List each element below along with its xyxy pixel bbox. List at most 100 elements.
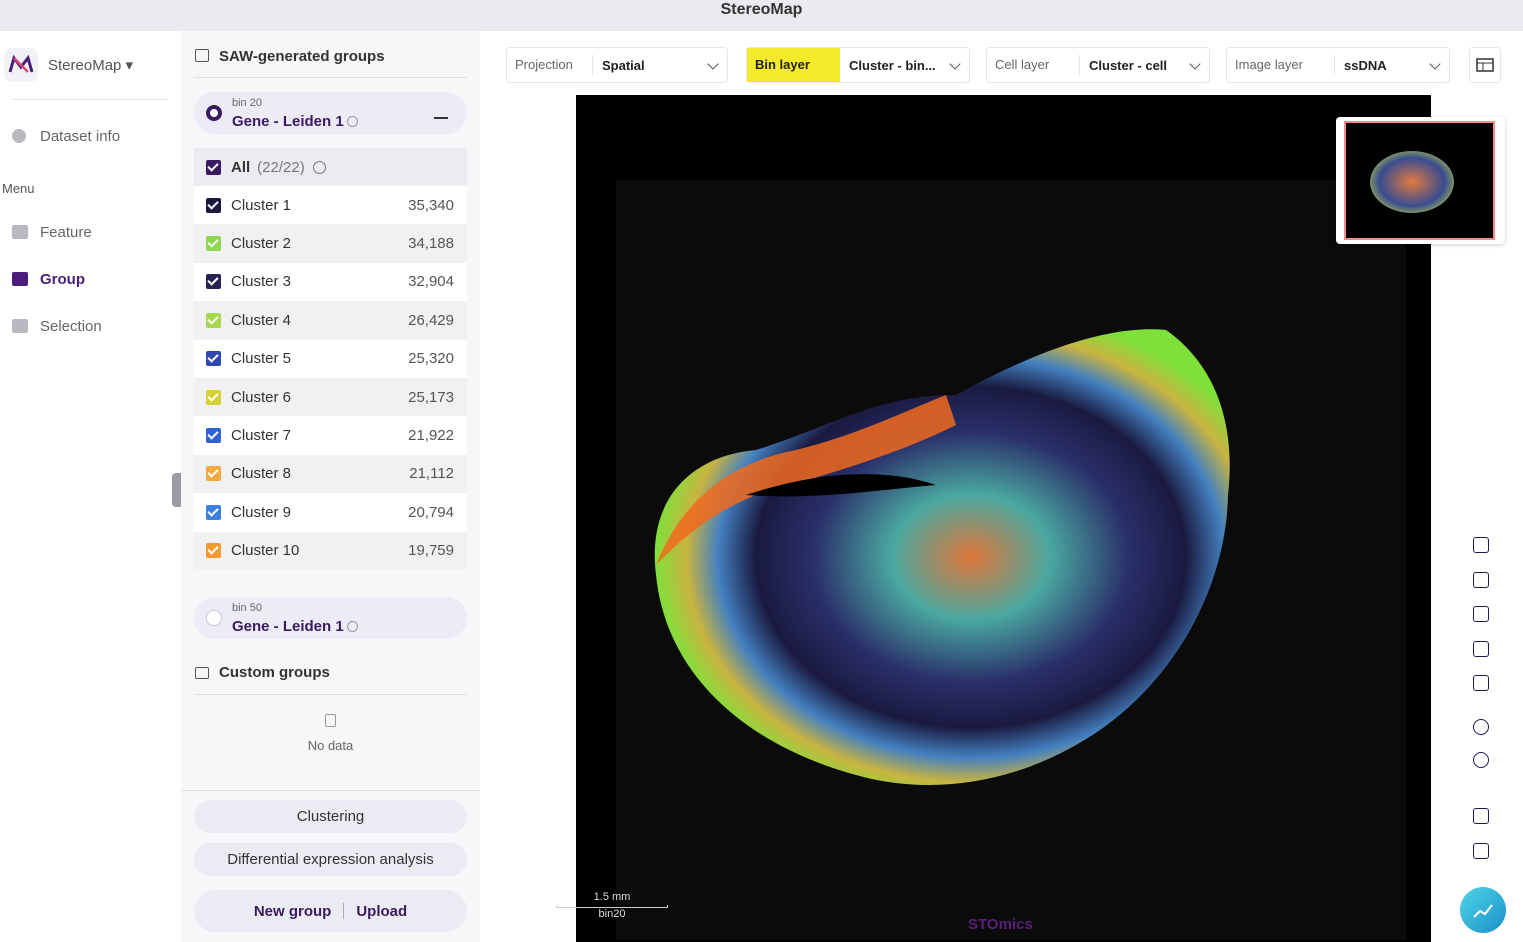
- cluster-row[interactable]: Cluster 6 25,173: [194, 378, 467, 417]
- tool-icon: [1473, 719, 1489, 735]
- app-name[interactable]: StereoMap ▾: [48, 57, 134, 74]
- cluster-row[interactable]: Cluster 3 32,904: [194, 262, 467, 302]
- tool-button[interactable]: [1466, 668, 1496, 698]
- checkbox[interactable]: [206, 197, 221, 213]
- cluster-count: 25,320: [408, 350, 454, 368]
- cluster-row[interactable]: Cluster 7 21,922: [194, 416, 467, 455]
- cluster-row[interactable]: Cluster 4 26,429: [194, 301, 467, 340]
- checkbox[interactable]: [206, 159, 221, 175]
- dropdown-value: ssDNA: [1344, 57, 1387, 73]
- cluster-name: Cluster 8: [231, 465, 292, 483]
- window-title-bar: StereoMap: [0, 0, 1523, 31]
- cluster-name: Cluster 3: [231, 273, 292, 291]
- nav-item[interactable]: Feature: [0, 211, 168, 253]
- nav-label: Feature: [40, 223, 92, 241]
- layer-dropdown[interactable]: Cell layer Cluster - cell: [986, 47, 1210, 83]
- group-header[interactable]: bin 20 Gene - Leiden 1: [194, 92, 467, 134]
- window-title: StereoMap: [720, 1, 803, 18]
- tool-button[interactable]: [1466, 565, 1496, 595]
- cluster-name: Cluster 9: [231, 503, 292, 521]
- checkbox[interactable]: [206, 274, 221, 290]
- all-label: All: [231, 158, 251, 176]
- cluster-row[interactable]: Cluster 2 34,188: [194, 224, 467, 263]
- all-count: (22/22): [257, 158, 305, 176]
- tool-button[interactable]: [1466, 599, 1496, 629]
- cluster-count: 26,429: [408, 311, 454, 329]
- group-header[interactable]: bin 50 Gene - Leiden 1: [194, 597, 467, 639]
- checkbox[interactable]: [206, 466, 221, 482]
- upload-button[interactable]: Upload: [356, 902, 408, 920]
- layer-dropdown[interactable]: Image layer ssDNA: [1226, 47, 1450, 83]
- action-button[interactable]: Clustering: [194, 800, 467, 833]
- dataset-info-link[interactable]: Dataset info: [0, 115, 168, 157]
- tool-button[interactable]: [1466, 836, 1496, 866]
- new-group-button[interactable]: New group: [253, 902, 332, 920]
- layer-dropdown[interactable]: Bin layer Cluster - bin...: [746, 47, 970, 83]
- cluster-row[interactable]: Cluster 8 21,112: [194, 454, 467, 494]
- tool-button[interactable]: [1466, 530, 1496, 560]
- checkbox[interactable]: [206, 543, 221, 559]
- watermark: STOmics: [968, 916, 1033, 933]
- cluster-count: 20,794: [408, 503, 454, 521]
- dropdown-label: Bin layer: [747, 48, 840, 82]
- tool-icon: [1473, 843, 1489, 859]
- tissue-gap: [746, 474, 936, 497]
- group-radio[interactable]: [206, 610, 222, 626]
- download-button[interactable]: [434, 105, 448, 119]
- cluster-count: 19,759: [408, 542, 454, 560]
- nav-label: Dataset info: [40, 127, 121, 145]
- checkbox[interactable]: [206, 389, 221, 405]
- nav-item[interactable]: Selection: [0, 305, 168, 347]
- tool-icon: [1473, 675, 1489, 691]
- checkbox[interactable]: [206, 312, 221, 328]
- tool-button[interactable]: [1466, 745, 1496, 775]
- nav-label: Selection: [40, 317, 102, 335]
- analysis-button[interactable]: [1460, 887, 1506, 933]
- action-button[interactable]: Differential expression analysis: [194, 843, 467, 876]
- cluster-row[interactable]: Cluster 1 35,340: [194, 186, 467, 225]
- layer-dropdown[interactable]: Projection Spatial: [506, 47, 728, 83]
- edit-icon: [195, 667, 209, 679]
- cluster-row[interactable]: Cluster 10 19,759: [194, 531, 467, 570]
- minimap[interactable]: [1336, 117, 1505, 244]
- cluster-row[interactable]: Cluster 9 20,794: [194, 493, 467, 532]
- checkbox[interactable]: [206, 351, 221, 367]
- cluster-row[interactable]: Cluster 5 25,320: [194, 339, 467, 378]
- tissue: [654, 329, 1230, 785]
- group-radio[interactable]: [206, 105, 222, 121]
- tool-icon: [1473, 537, 1489, 553]
- panel-title: SAW-generated groups: [219, 48, 385, 65]
- analysis-icon: [1473, 904, 1493, 918]
- group-name: Gene - Leiden 1: [232, 113, 344, 130]
- tool-button[interactable]: [1466, 634, 1496, 664]
- button-group: New group Upload: [194, 890, 467, 932]
- dropdown-label: Cell layer: [987, 55, 1080, 75]
- group-name: Gene - Leiden 1: [232, 618, 344, 635]
- divider: [12, 99, 168, 100]
- dropdown-label: Image layer: [1227, 55, 1335, 75]
- app-logo[interactable]: [4, 48, 38, 82]
- app-name-text: StereoMap: [48, 57, 122, 74]
- chevron: [1429, 58, 1441, 70]
- tool-button[interactable]: [1466, 712, 1496, 742]
- tool-icon: [1473, 572, 1489, 588]
- checkbox[interactable]: [206, 428, 221, 444]
- nav-item[interactable]: Group: [0, 258, 168, 300]
- cluster-name: Cluster 5: [231, 350, 292, 368]
- cluster-count: 35,340: [408, 196, 454, 214]
- cluster-count: 34,188: [408, 235, 454, 253]
- cluster-name: Cluster 2: [231, 235, 292, 253]
- dropdown-label: Projection: [507, 55, 593, 75]
- minimap-viewport: [1344, 121, 1495, 240]
- checkbox[interactable]: [206, 236, 221, 252]
- tool-icon: [1473, 808, 1489, 824]
- layout-button[interactable]: [1469, 47, 1501, 83]
- scale-bar-line: [556, 905, 668, 908]
- checkbox[interactable]: [206, 504, 221, 520]
- tool-button[interactable]: [1466, 801, 1496, 831]
- sidebar-nav: StereoMap ▾ Dataset info Menu Feature Gro…: [0, 31, 186, 942]
- scale-bar: 1.5 mm bin20: [556, 891, 668, 920]
- menu-label: Menu: [2, 181, 35, 196]
- nav-icon: [12, 225, 28, 239]
